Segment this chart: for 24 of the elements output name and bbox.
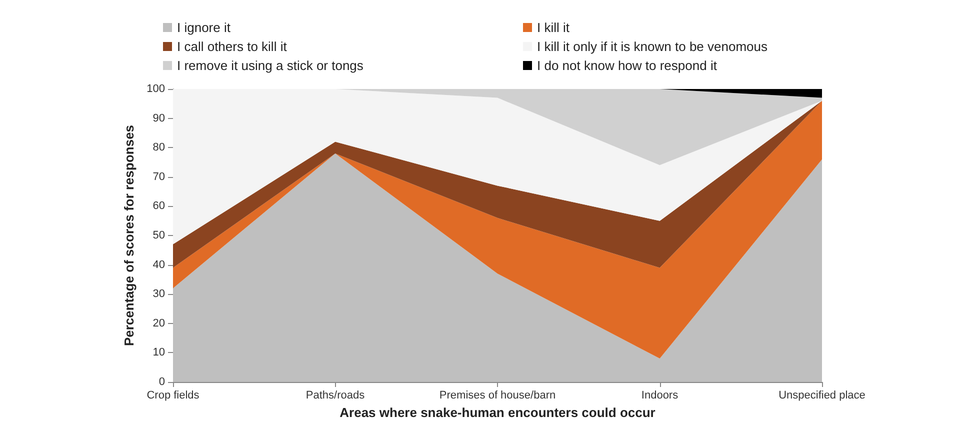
legend-label: I remove it using a stick or tongs xyxy=(177,58,364,73)
x-axis-title: Areas where snake-human encounters could occur xyxy=(340,405,656,420)
legend-label: I call others to kill it xyxy=(177,39,288,54)
y-tick-label: 70 xyxy=(152,170,165,183)
legend-label: I do not know how to respond it xyxy=(537,58,718,73)
y-tick-label: 0 xyxy=(158,376,165,388)
legend-label: I kill it only if it is known to be venomous xyxy=(537,39,768,54)
y-tick-label: 10 xyxy=(152,346,165,359)
y-tick-label: 50 xyxy=(152,230,165,242)
x-tick-label: Crop fields xyxy=(146,390,200,402)
legend-label: I kill it xyxy=(537,20,570,35)
legend-label: I ignore it xyxy=(177,20,231,35)
y-tick-label: 100 xyxy=(146,83,165,95)
y-tick-label: 30 xyxy=(152,288,165,300)
y-tick-label: 60 xyxy=(152,200,165,212)
x-tick-label: Unspecified place xyxy=(778,390,866,402)
y-tick-label: 40 xyxy=(152,258,165,271)
y-tick-label: 90 xyxy=(152,112,165,124)
x-tick-label: Premises of house/barn xyxy=(439,390,556,402)
y-tick-label: 20 xyxy=(152,317,165,330)
x-tick-label: Indoors xyxy=(641,390,679,402)
y-tick-label: 80 xyxy=(152,142,165,154)
y-axis-title: Percentage of scores for responses xyxy=(122,124,137,346)
x-tick-label: Paths/roads xyxy=(306,390,366,402)
